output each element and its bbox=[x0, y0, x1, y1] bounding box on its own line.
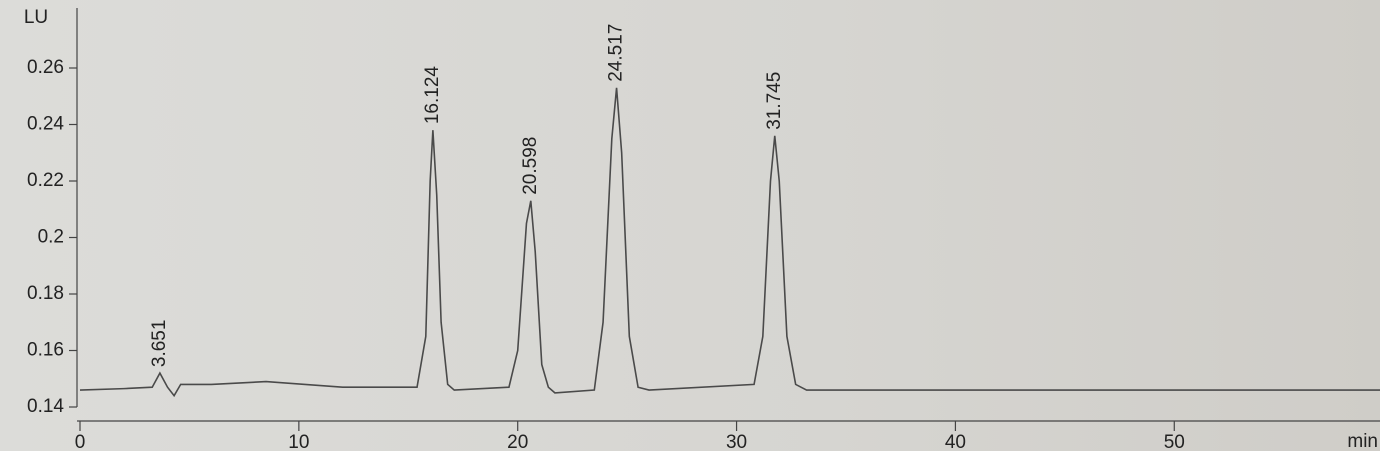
y-tick-label: 0.18 bbox=[27, 283, 64, 304]
x-axis-label: min bbox=[1347, 431, 1378, 451]
peak-label: 16.124 bbox=[422, 66, 443, 125]
x-tick-label: 10 bbox=[288, 432, 309, 451]
peak-label: 24.517 bbox=[606, 24, 627, 82]
y-tick-label: 0.24 bbox=[27, 114, 64, 135]
y-tick-label: 0.26 bbox=[27, 57, 64, 78]
y-tick-label: 0.14 bbox=[27, 396, 64, 417]
y-axis-label: LU bbox=[24, 7, 48, 28]
peak-label: 20.598 bbox=[520, 137, 541, 195]
y-tick-label: 0.16 bbox=[27, 340, 64, 361]
x-tick-label: 20 bbox=[507, 432, 528, 451]
chromatogram-line bbox=[79, 87, 1380, 398]
peak-label: 31.745 bbox=[764, 72, 785, 130]
x-tick-label: 0 bbox=[75, 432, 86, 451]
y-tick-label: 0.22 bbox=[27, 170, 64, 191]
x-tick-label: 40 bbox=[945, 432, 966, 451]
y-tick-label: 0.2 bbox=[38, 227, 64, 248]
x-tick-label: 50 bbox=[1164, 432, 1185, 451]
peak-label: 3.651 bbox=[149, 320, 170, 368]
x-tick-label: 30 bbox=[726, 432, 747, 451]
